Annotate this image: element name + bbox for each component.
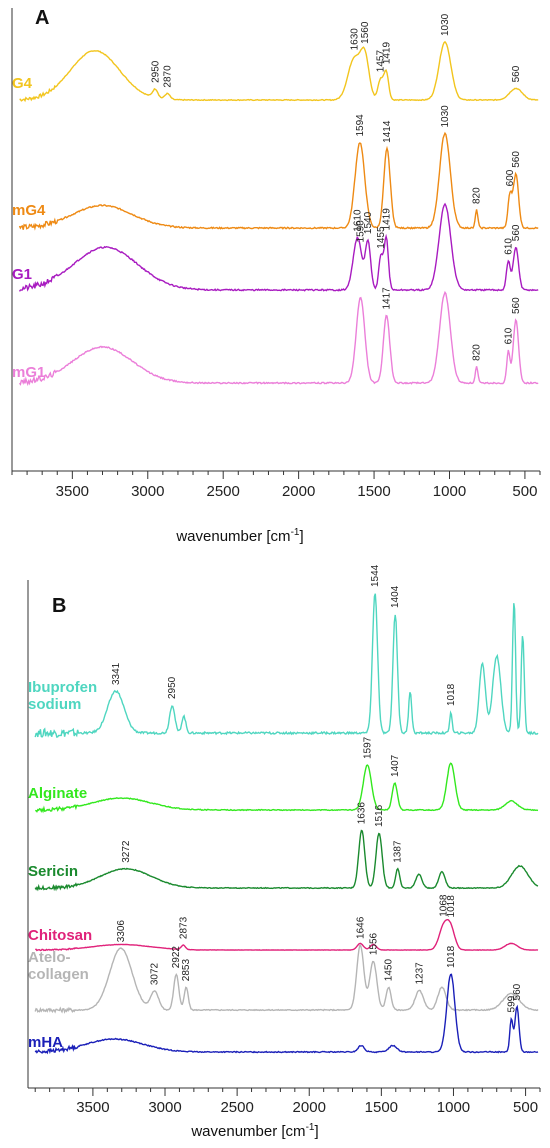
peak-label: 1544	[370, 564, 381, 587]
peak-label: 820	[472, 187, 483, 204]
x-tick-label: 3500	[56, 483, 89, 500]
peak-label: 3072	[150, 962, 161, 985]
peak-label: 600	[505, 169, 516, 186]
series-line	[18, 131, 539, 231]
panel-A: A 3500 3000 2500 2000 1500 1000 500 wavenumber […	[11, 7, 541, 545]
panel-B: B 3500 3000 2500 2000 1500 1000 500 wavenumber […	[27, 564, 541, 1140]
panel-label: A	[35, 7, 49, 29]
series-label: Atelo-collagen	[28, 949, 89, 983]
peak-label: 1540	[363, 211, 374, 234]
peak-label: 2950	[150, 60, 161, 83]
peak-label: 3272	[121, 840, 132, 863]
peak-label: 1030	[440, 105, 451, 128]
x-tick-label: 2000	[282, 483, 315, 500]
peak-label: 2853	[181, 959, 192, 982]
series-line	[18, 202, 539, 292]
peak-label: 1556	[368, 932, 379, 955]
peak-label: 1455	[376, 226, 387, 249]
series-line	[18, 290, 539, 387]
x-tick-label: 500	[512, 483, 537, 500]
series-label: mG1	[12, 364, 45, 381]
x-tick-label: 2500	[220, 1099, 253, 1116]
peak-label: 1068	[439, 894, 450, 917]
peak-label: 560	[512, 983, 523, 1000]
x-axis-title: wavenumber [cm-1]	[175, 527, 303, 545]
series-label: Ibuprofen sodium	[28, 679, 97, 713]
peak-label: 1590	[355, 220, 366, 243]
series-line	[35, 919, 539, 952]
peak-label: 820	[472, 344, 483, 361]
x-tick-label: 3500	[76, 1099, 109, 1116]
peak-label: 1457	[376, 50, 387, 73]
series-label: G1	[12, 266, 32, 283]
peak-label: 1387	[393, 840, 404, 863]
x-tick-label: 2500	[207, 483, 240, 500]
series-label: Chitosan	[28, 927, 92, 944]
x-tick-label: 3000	[148, 1099, 181, 1116]
peak-label: 1018	[446, 683, 457, 706]
peak-label: 1414	[382, 120, 393, 143]
x-tick-label: 1000	[433, 483, 466, 500]
series-label: G4	[12, 75, 33, 92]
peak-label: 2873	[178, 916, 189, 939]
peak-label: 610	[503, 238, 514, 255]
peak-label: 599	[506, 995, 517, 1012]
peak-label: 1610	[352, 209, 363, 232]
peak-label: 1018	[446, 895, 457, 918]
panel-label: B	[52, 595, 66, 617]
peak-label: 1646	[355, 916, 366, 939]
x-tick-label: 3000	[131, 483, 164, 500]
series-label: Sericin	[28, 863, 78, 880]
x-tick-label: 2000	[293, 1099, 326, 1116]
peak-label: 2950	[167, 676, 178, 699]
peak-label: 1560	[360, 21, 371, 44]
peak-label: 1419	[381, 41, 392, 64]
peak-label: 1594	[355, 114, 366, 137]
x-tick-label: 1000	[437, 1099, 470, 1116]
peak-label: 2922	[171, 946, 182, 969]
peak-label: 1419	[381, 208, 392, 231]
x-axis-title: wavenumber [cm-1]	[190, 1122, 318, 1140]
peak-label: 560	[511, 65, 522, 82]
peak-label: 1630	[349, 28, 360, 51]
series-line	[34, 973, 539, 1055]
series-label: mG4	[12, 202, 46, 219]
peak-label: 1636	[357, 802, 368, 825]
peak-label: 1450	[384, 959, 395, 982]
peak-label: 610	[503, 327, 514, 344]
series-line	[35, 762, 539, 814]
series-line	[34, 829, 539, 892]
series-label: mHA	[28, 1034, 63, 1051]
series-label: Alginate	[28, 785, 87, 802]
x-tick-label: 1500	[365, 1099, 398, 1116]
series-line	[19, 40, 539, 103]
peak-label: 1018	[446, 945, 457, 968]
peak-label: 1237	[414, 962, 425, 985]
peak-label: 3341	[111, 662, 122, 685]
peak-label: 1516	[374, 804, 385, 827]
peak-label: 2870	[162, 65, 173, 88]
series-line	[34, 593, 539, 738]
x-tick-label: 500	[513, 1099, 538, 1116]
series-line	[34, 944, 539, 1014]
peak-label: 3306	[116, 920, 127, 943]
peak-label: 1417	[382, 287, 393, 310]
peak-label: 1597	[362, 736, 373, 759]
x-tick-label: 1500	[357, 483, 390, 500]
peak-label: 560	[511, 151, 522, 168]
peak-label: 1030	[440, 13, 451, 36]
peak-label: 560	[511, 297, 522, 314]
peak-label: 1407	[390, 754, 401, 777]
peak-label: 1404	[390, 585, 401, 608]
peak-label: 560	[511, 224, 522, 241]
